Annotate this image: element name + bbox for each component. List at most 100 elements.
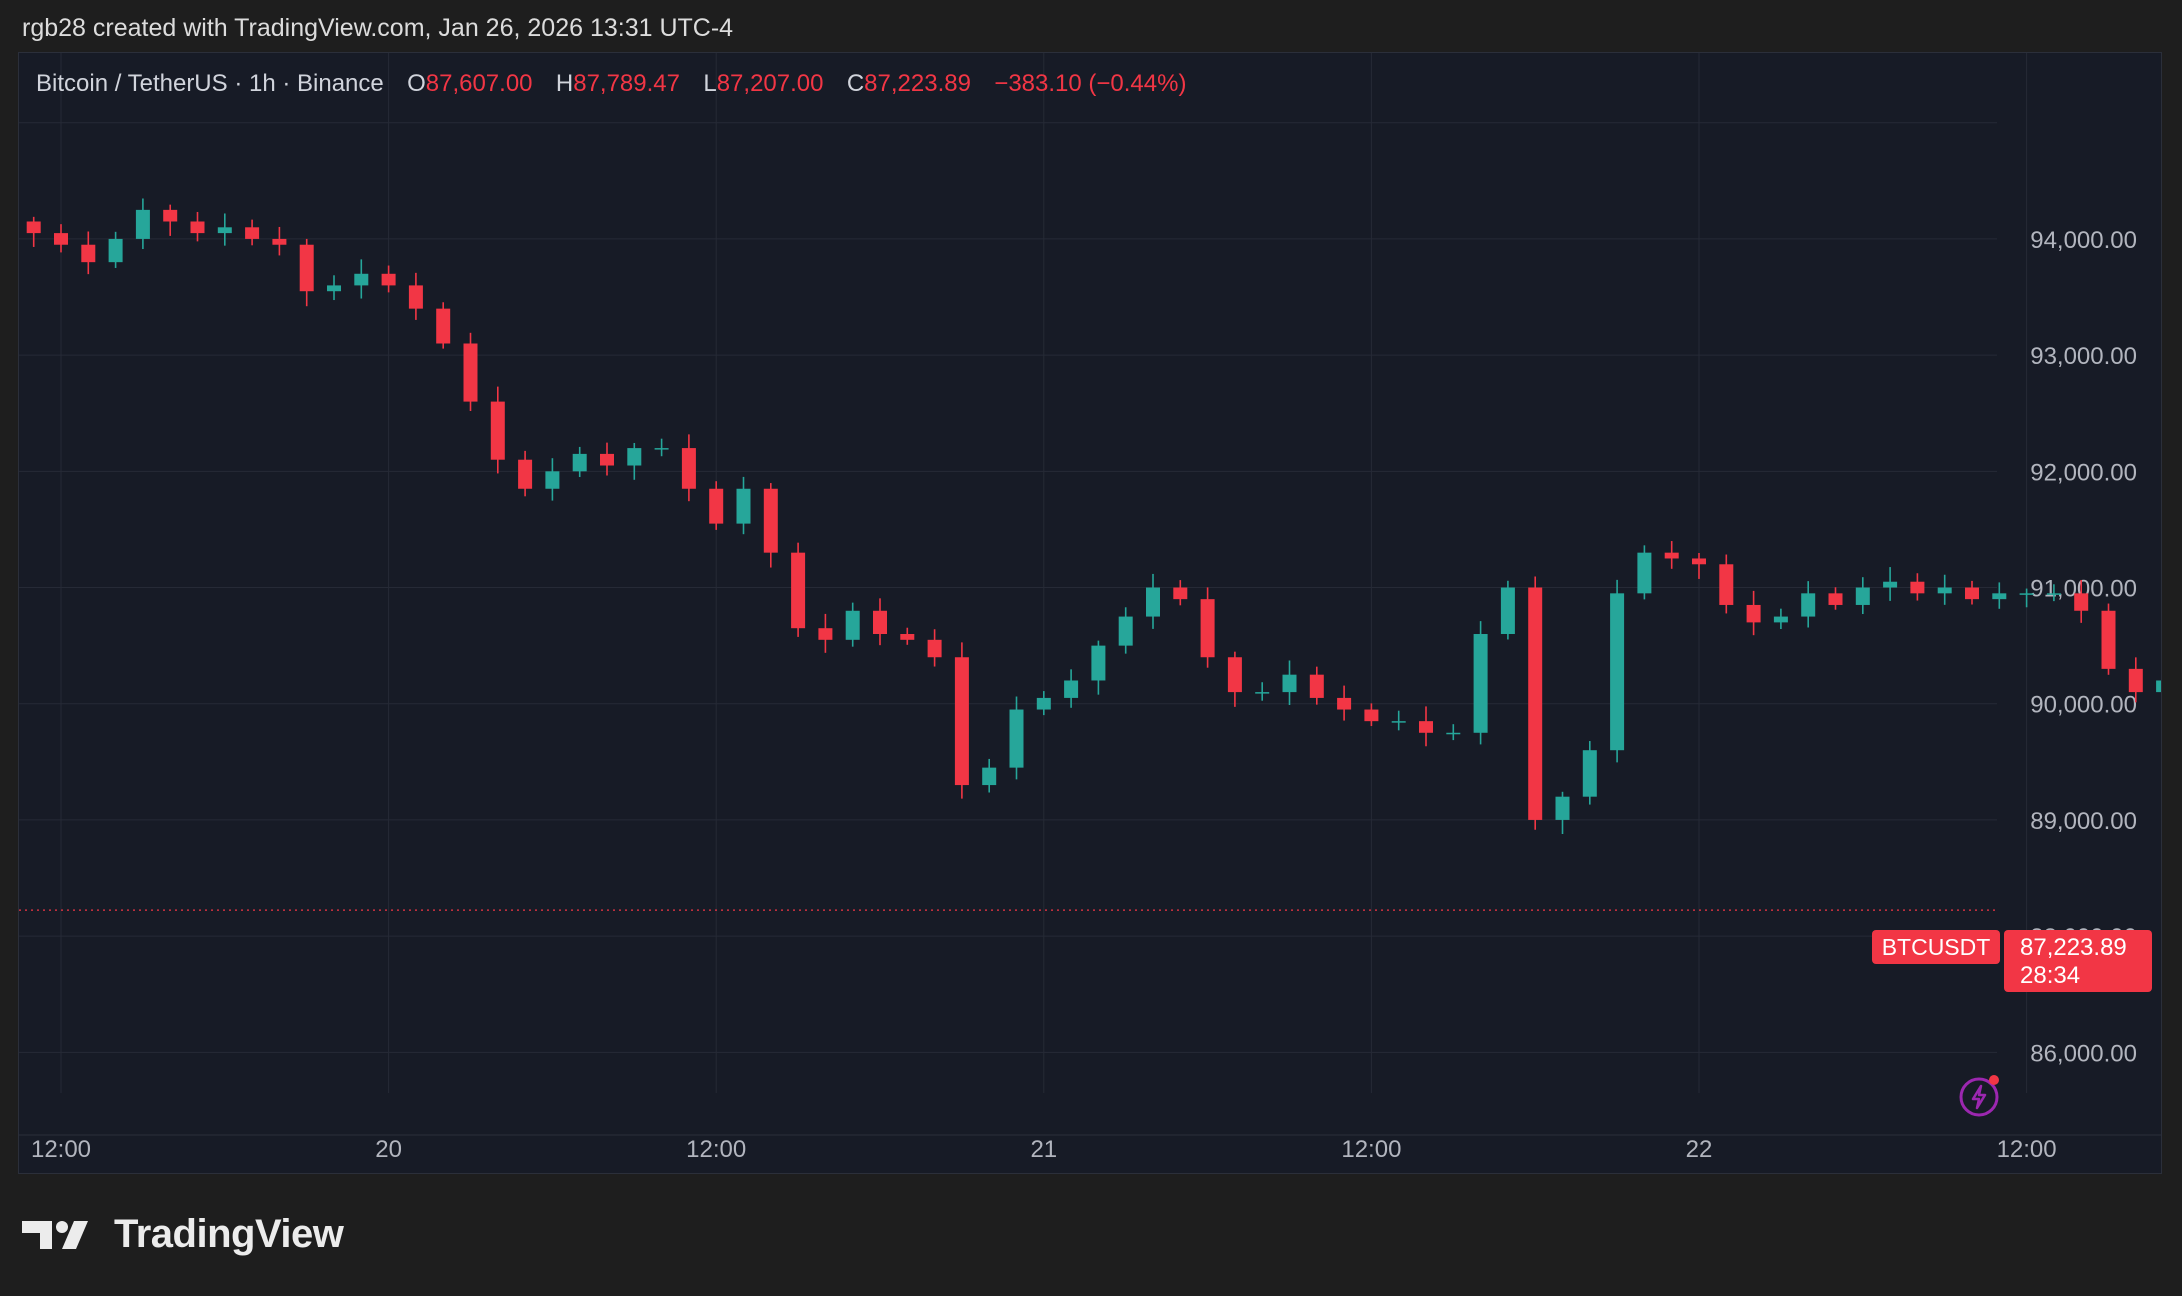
candle-body — [1528, 587, 1543, 820]
candle-body — [1227, 657, 1242, 693]
candle-body — [818, 628, 833, 640]
close-value: 87,223.89 — [864, 70, 971, 97]
candle-body — [1064, 680, 1079, 698]
x-tick-label: 22 — [1686, 1136, 1713, 1163]
tradingview-logo-icon — [22, 1220, 88, 1249]
candle-body — [2101, 610, 2116, 669]
y-tick-label: 89,000.00 — [2030, 808, 2137, 835]
candle-body — [709, 488, 724, 524]
candlestick-chart[interactable]: 86,000.0088,000.0089,000.0090,000.0091,0… — [19, 53, 2162, 1174]
candle-body — [1337, 697, 1352, 710]
candle-body — [1773, 616, 1788, 623]
candle-body — [627, 448, 642, 466]
candle-body — [408, 285, 423, 309]
candle-body — [572, 453, 587, 472]
symbol-description: Bitcoin / TetherUS · 1h · Binance — [36, 70, 384, 97]
symbol-price-badge: BTCUSDT — [1872, 930, 2000, 964]
candle-body — [1992, 593, 2007, 600]
candle-body — [1146, 587, 1160, 617]
candle-body — [791, 552, 806, 629]
candle-body — [518, 459, 533, 489]
candle-body — [1282, 674, 1297, 693]
bar-countdown: 28:34 — [2020, 962, 2081, 989]
candle-body — [190, 221, 205, 234]
candle-body — [135, 209, 150, 239]
x-tick-label: 12:00 — [686, 1136, 746, 1163]
candle-body — [436, 308, 451, 344]
candle-body — [1828, 593, 1843, 605]
candle-body — [736, 488, 751, 524]
tradingview-footer[interactable]: TradingView — [22, 1212, 344, 1257]
y-tick-label: 93,000.00 — [2030, 343, 2137, 370]
y-tick-label: 90,000.00 — [2030, 692, 2137, 719]
high-label: H — [555, 70, 574, 97]
y-tick-label: 92,000.00 — [2030, 459, 2137, 486]
candle-body — [463, 343, 478, 402]
candle-body — [873, 610, 887, 635]
candle-body — [1582, 750, 1597, 797]
candle-body — [490, 401, 505, 460]
candle-body — [26, 221, 41, 234]
y-tick-label: 94,000.00 — [2030, 227, 2137, 254]
candle-body — [108, 238, 123, 263]
candle-body — [1692, 558, 1706, 565]
candle-body — [1200, 599, 1215, 658]
candle-body — [2156, 680, 2161, 693]
candle-body — [545, 471, 560, 489]
candle-body — [1965, 587, 1979, 600]
candle-body — [2128, 668, 2143, 693]
candle-body — [354, 273, 369, 286]
candle-body — [1883, 581, 1898, 588]
x-tick-label: 12:00 — [1997, 1136, 2057, 1163]
candle-body — [1746, 604, 1761, 623]
candle-body — [1419, 721, 1433, 733]
created-with-caption: rgb28 created with TradingView.com, Jan … — [22, 14, 734, 42]
candle-body — [2046, 593, 2061, 595]
candle-body — [654, 448, 669, 450]
candle-body — [1664, 552, 1679, 559]
symbol-legend: Bitcoin / TetherUS · 1h · Binance O87,60… — [36, 70, 1186, 98]
candle-body — [1446, 732, 1461, 735]
candle-body — [927, 639, 942, 658]
candle-body — [299, 244, 314, 292]
candle-body — [763, 488, 778, 553]
candle-body — [681, 448, 696, 489]
candle-body — [1009, 709, 1024, 768]
last-price-value: 87,223.89 — [2020, 934, 2127, 961]
candle-body — [2074, 593, 2089, 611]
candle-body — [1719, 564, 1734, 605]
candle-body — [600, 453, 614, 466]
chart-panel[interactable]: 86,000.0088,000.0089,000.0090,000.0091,0… — [18, 52, 2162, 1174]
candle-body — [272, 238, 287, 245]
open-value: 87,607.00 — [425, 70, 533, 97]
candle-body — [1255, 692, 1270, 694]
candle-body — [900, 634, 915, 640]
candle-body — [1555, 796, 1570, 820]
high-value: 87,789.47 — [573, 70, 680, 97]
tradingview-wordmark: TradingView — [114, 1212, 344, 1256]
y-tick-label: 86,000.00 — [2030, 1040, 2137, 1067]
x-tick-label: 20 — [375, 1136, 402, 1163]
candle-body — [163, 209, 178, 222]
candle-body — [1309, 674, 1324, 698]
close-label: C — [846, 70, 865, 97]
lightning-icon[interactable] — [1958, 1072, 2004, 1118]
candle-body — [1473, 634, 1488, 733]
candle-body — [217, 227, 232, 234]
candle-body — [1091, 645, 1106, 681]
candle-body — [54, 233, 68, 245]
candle-body — [1910, 581, 1925, 594]
candle-body — [381, 273, 396, 286]
candle-body — [245, 227, 260, 239]
candle-body — [1937, 587, 1952, 594]
last-price-badge: 87,223.89 28:34 — [2004, 930, 2152, 992]
x-tick-label: 12:00 — [31, 1136, 91, 1163]
change-value: −383.10 (−0.44%) — [994, 70, 1187, 97]
candle-body — [1610, 593, 1625, 751]
candle-body — [1801, 593, 1816, 617]
candle-body — [1173, 587, 1188, 600]
candle-body — [81, 244, 96, 263]
low-label: L — [703, 70, 717, 97]
candle-body — [1036, 697, 1051, 710]
candle-body — [954, 657, 969, 786]
